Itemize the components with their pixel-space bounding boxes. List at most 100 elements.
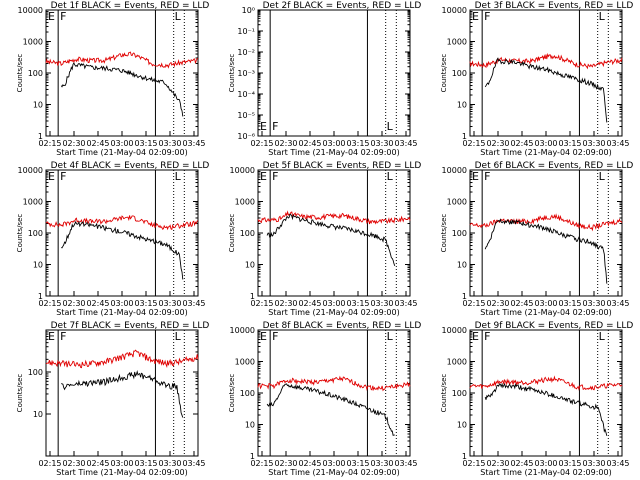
x-tick-label: 02:45: [510, 459, 533, 468]
marker-label-e: E: [472, 10, 479, 23]
x-tick-label: 02:15: [38, 139, 61, 148]
plot-frame: [45, 9, 199, 137]
panel-det6f: Det 6f BLACK = Events, RED = LLD 1 10 100 10…: [440, 161, 633, 317]
y-tick-label: 10000: [230, 326, 255, 335]
x-tick-label: 03:45: [182, 459, 205, 468]
y-tick-label: 10⁻⁶: [237, 132, 255, 141]
panel-det2f: Det 2f BLACK = Events, RED = LLD 10⁻⁶ 10⁻⁵…: [228, 1, 421, 157]
x-tick-label: 03:30: [370, 139, 393, 148]
marker-label-e: E: [48, 170, 55, 183]
y-tick-label: 10: [33, 101, 43, 110]
x-tick-label: 03:00: [110, 299, 133, 308]
x-tick-label: 02:45: [510, 139, 533, 148]
panel-title: Det 1f BLACK = Events, RED = LLD: [51, 1, 210, 11]
marker-label-f: F: [484, 10, 490, 23]
x-axis-label: Start Time (21-May-04 02:09:00): [480, 308, 611, 317]
y-axis-label: Counts/sec: [16, 54, 24, 93]
y-tick-label: 10000: [442, 326, 467, 335]
x-tick-label: 03:00: [534, 299, 557, 308]
x-axis-label: Start Time (21-May-04 02:09:00): [268, 308, 399, 317]
x-axis-label: Start Time (21-May-04 02:09:00): [268, 468, 399, 477]
x-tick-label: 03:30: [582, 299, 605, 308]
y-tick-label: 10⁻¹: [237, 27, 255, 36]
x-tick-label: 03:45: [606, 139, 629, 148]
x-tick-label: 02:30: [486, 139, 509, 148]
y-tick-label: 10⁻²: [237, 48, 255, 57]
marker-label-e: E: [48, 10, 55, 23]
x-tick-label: 03:45: [394, 459, 417, 468]
panel-title: Det 8f BLACK = Events, RED = LLD: [263, 321, 422, 331]
marker-label-f: F: [484, 330, 490, 343]
marker-label-e: E: [260, 120, 267, 133]
y-tick-label: 100: [28, 69, 43, 78]
series-lld-line: [257, 375, 411, 392]
y-tick-label: 10000: [442, 6, 467, 15]
y-tick-label: 100: [452, 229, 467, 238]
y-tick-label: 1000: [235, 358, 255, 367]
x-tick-label: 03:00: [110, 459, 133, 468]
marker-label-l: L: [387, 330, 394, 343]
x-tick-label: 02:30: [62, 299, 85, 308]
x-tick-label: 02:15: [250, 139, 273, 148]
y-tick-label: 10: [245, 421, 255, 430]
panel-title: Det 5f BLACK = Events, RED = LLD: [263, 161, 422, 171]
y-tick-label: 10: [245, 261, 255, 270]
marker-label-l: L: [175, 330, 182, 343]
x-tick-label: 02:15: [462, 459, 485, 468]
series-events-line: [61, 369, 184, 418]
y-tick-label: 1000: [23, 198, 43, 207]
panel-title: Det 3f BLACK = Events, RED = LLD: [475, 1, 634, 11]
marker-label-l: L: [599, 330, 606, 343]
y-tick-label: 10: [33, 410, 43, 419]
series-events-line: [266, 213, 396, 267]
x-tick-label: 03:00: [322, 139, 345, 148]
y-tick-label: 1000: [447, 198, 467, 207]
y-tick-label: 100: [240, 229, 255, 238]
series-lld-line: [257, 210, 411, 225]
x-tick-label: 03:00: [110, 139, 133, 148]
y-tick-label: 10: [457, 261, 467, 270]
x-tick-label: 02:15: [462, 299, 485, 308]
y-tick-label: 100: [28, 229, 43, 238]
x-tick-label: 02:45: [86, 139, 109, 148]
marker-label-f: F: [484, 170, 490, 183]
x-tick-label: 02:45: [298, 299, 321, 308]
y-tick-label: 1: [462, 132, 467, 141]
x-tick-label: 03:00: [534, 459, 557, 468]
series-lld-line: [45, 349, 199, 369]
x-tick-label: 03:15: [346, 299, 369, 308]
marker-label-l: L: [599, 170, 606, 183]
x-tick-label: 02:30: [62, 139, 85, 148]
x-tick-label: 03:30: [370, 299, 393, 308]
x-axis-label: Start Time (21-May-04 02:09:00): [56, 308, 187, 317]
marker-label-l: L: [387, 120, 394, 133]
x-tick-label: 03:30: [158, 139, 181, 148]
x-axis-label: Start Time (21-May-04 02:09:00): [56, 468, 187, 477]
y-tick-label: 1: [462, 452, 467, 461]
marker-label-e: E: [472, 170, 479, 183]
x-tick-label: 03:45: [394, 139, 417, 148]
y-axis-label: Counts/sec: [228, 374, 236, 413]
x-tick-label: 03:00: [322, 299, 345, 308]
series-events-line: [484, 382, 608, 436]
x-tick-label: 03:30: [582, 459, 605, 468]
y-tick-label: 10⁻³: [237, 69, 255, 78]
x-tick-label: 03:15: [134, 139, 157, 148]
x-tick-label: 03:45: [394, 299, 417, 308]
marker-label-f: F: [60, 330, 66, 343]
marker-label-f: F: [60, 170, 66, 183]
y-tick-label: 10⁻⁴: [237, 90, 255, 99]
y-tick-label: 10: [457, 421, 467, 430]
x-tick-label: 02:15: [250, 299, 273, 308]
x-tick-label: 03:00: [534, 139, 557, 148]
marker-label-e: E: [472, 330, 479, 343]
y-tick-label: 10000: [442, 166, 467, 175]
y-tick-label: 10000: [18, 166, 43, 175]
y-axis-label: Counts/sec: [228, 214, 236, 253]
y-axis-label: Counts/sec: [228, 54, 236, 93]
panel-det7f: Det 7f BLACK = Events, RED = LLD 10 100 02:…: [16, 321, 209, 477]
y-tick-label: 100: [28, 368, 43, 377]
plot-frame: [257, 9, 411, 137]
y-tick-label: 10⁻⁵: [237, 111, 255, 120]
